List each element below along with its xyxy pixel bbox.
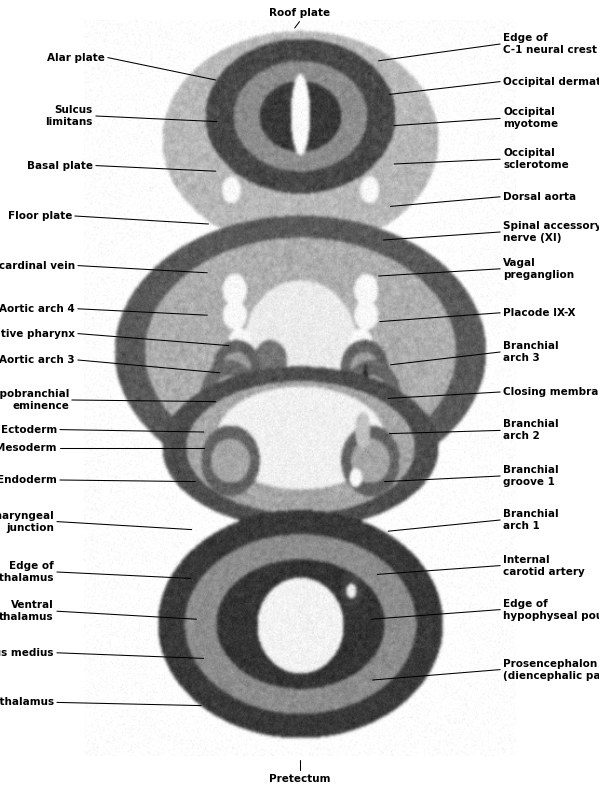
Text: Branchial
arch 3: Branchial arch 3 [503, 341, 559, 363]
Text: Occipital dermatome: Occipital dermatome [503, 77, 599, 86]
Text: Oropharyngeal
junction: Oropharyngeal junction [0, 510, 54, 533]
Text: Floor plate: Floor plate [8, 211, 72, 221]
Text: Mesoderm: Mesoderm [0, 443, 57, 453]
Text: Aortic arch 3: Aortic arch 3 [0, 355, 75, 365]
Text: Edge of
C-1 neural crest: Edge of C-1 neural crest [503, 33, 597, 55]
Text: Vagal
preganglion: Vagal preganglion [503, 258, 574, 280]
Text: Internal
carotid artery: Internal carotid artery [503, 554, 585, 577]
Text: Alar plate: Alar plate [47, 53, 105, 62]
Text: Occipital
myotome: Occipital myotome [503, 107, 558, 130]
Text: Occipital
sclerotome: Occipital sclerotome [503, 148, 569, 170]
Text: Dorsal thalamus: Dorsal thalamus [0, 698, 54, 707]
Text: Spinal accessory
nerve (XI): Spinal accessory nerve (XI) [503, 221, 599, 243]
Text: Roof plate: Roof plate [269, 7, 330, 18]
Text: Dorsal aorta: Dorsal aorta [503, 192, 576, 202]
Text: Basal plate: Basal plate [27, 161, 93, 170]
Text: Placode IX-X: Placode IX-X [503, 308, 576, 318]
Text: Ventral
thalamus: Ventral thalamus [0, 600, 54, 622]
Text: Closing membrane: Closing membrane [503, 387, 599, 397]
Text: Primitive pharynx: Primitive pharynx [0, 329, 75, 338]
Text: Prosencephalon
(diencephalic part): Prosencephalon (diencephalic part) [503, 658, 599, 681]
Text: Ectoderm: Ectoderm [1, 425, 57, 434]
Text: Pretectum: Pretectum [269, 774, 330, 784]
Text: Branchial
arch 1: Branchial arch 1 [503, 509, 559, 531]
Text: Sulcus medius: Sulcus medius [0, 648, 54, 658]
Text: Edge of
hypothalamus: Edge of hypothalamus [0, 561, 54, 583]
Text: Branchial
groove 1: Branchial groove 1 [503, 465, 559, 487]
Text: Aortic arch 4: Aortic arch 4 [0, 304, 75, 314]
Text: Sulcus
limitans: Sulcus limitans [46, 105, 93, 127]
Text: Endoderm: Endoderm [0, 475, 57, 485]
Text: Hypobranchial
eminence: Hypobranchial eminence [0, 389, 69, 411]
Text: Branchial
arch 2: Branchial arch 2 [503, 419, 559, 442]
Text: Edge of
hypophyseal pouch: Edge of hypophyseal pouch [503, 598, 599, 621]
Text: Precardinal vein: Precardinal vein [0, 261, 75, 270]
